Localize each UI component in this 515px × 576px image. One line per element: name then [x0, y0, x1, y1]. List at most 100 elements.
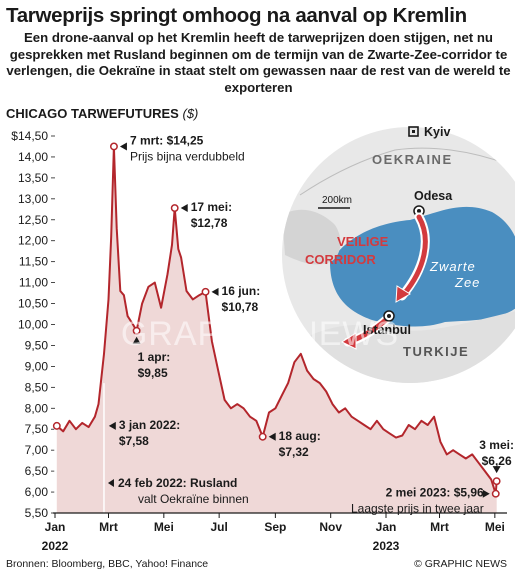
- y-axis: $14,50 14,00 13,50 13,00 12,50 12,00 11,50 11,0…: [11, 129, 48, 520]
- annotation-note: $9,85: [138, 366, 168, 380]
- annotations: 7 mrt: $14,25 Prijs bijna verdubbeld 17 me…: [52, 133, 514, 516]
- chart-title: CHICAGO TARWEFUTURES ($): [6, 106, 198, 121]
- black-sea-shape: [330, 206, 515, 327]
- annotation-pointer: [107, 479, 114, 487]
- credit: © GRAPHIC NEWS: [414, 558, 507, 570]
- annotation-dot: [258, 432, 267, 441]
- x-tick-year: 2022: [42, 539, 69, 553]
- annotation-dot: [492, 477, 501, 486]
- x-tick-label: Nov: [319, 520, 342, 534]
- map-city-odesa: Odesa: [414, 189, 453, 203]
- annotation-note: Prijs bijna verdubbeld: [130, 149, 245, 163]
- x-tick-label: Jul: [210, 520, 227, 534]
- annotation-dot: [491, 489, 500, 498]
- annotation-pointer: [268, 432, 276, 441]
- annotation-note: $7,58: [119, 434, 149, 448]
- y-gridlines: [51, 135, 55, 514]
- price-line: [56, 145, 498, 495]
- annotation-label: 18 aug:: [279, 429, 321, 443]
- x-tick-label: Mei: [485, 520, 505, 534]
- annotation-dot: [52, 421, 61, 430]
- annotation-pointer: [119, 142, 127, 151]
- kyiv-capital-icon: [408, 126, 419, 137]
- annotation-note: $12,78: [191, 216, 228, 230]
- y-tick-label: 6,00: [25, 485, 49, 499]
- map-corridor-label-1: VEILIGE: [337, 234, 389, 249]
- price-area: [56, 146, 497, 513]
- annotation-pointer: [211, 287, 219, 296]
- annotation-dot: [109, 142, 118, 151]
- annotation-label: 16 jun:: [222, 284, 261, 298]
- corridor-arrow-north-inner: [401, 214, 428, 297]
- event-guides: [54, 383, 105, 531]
- kyiv-capital-dot: [412, 130, 415, 133]
- annotation-note: valt Oekraïne binnen: [138, 492, 249, 506]
- y-tick-label: 8,00: [25, 401, 49, 415]
- annotation-note: Laagste prijs in twee jaar: [351, 502, 484, 516]
- y-tick-label: 13,50: [18, 171, 48, 185]
- annotation-pointer: [108, 421, 116, 430]
- y-tick-label: 9,00: [25, 359, 49, 373]
- corridor-arrowhead-west: [340, 332, 357, 350]
- annotation-label: 7 mrt: $14,25: [130, 133, 204, 147]
- annotation-dot: [132, 326, 141, 335]
- x-tick-label: Mei: [154, 520, 174, 534]
- x-tick-label: Mrt: [99, 520, 118, 534]
- map-sea-label-1: Zwarte: [429, 259, 476, 274]
- x-axis: Jan 2022 Mrt Mei Jul Sep Nov Jan 2023 Mrt Mei: [42, 512, 507, 553]
- annotation-label: 24 feb 2022: Rusland: [118, 476, 237, 490]
- annotation-pointer: [482, 489, 490, 498]
- istanbul-marker-dot: [387, 314, 391, 318]
- map-corridor-label-2: CORRIDOR: [305, 252, 376, 267]
- y-tick-label: 8,50: [25, 380, 49, 394]
- annotation-label: 2 mei 2023: $5,96: [386, 486, 484, 500]
- chart-unit: ($): [182, 106, 199, 121]
- y-tick-label: 10,50: [18, 297, 48, 311]
- map-city-kyiv: Kyiv: [424, 125, 450, 139]
- y-tick-label: 7,00: [25, 443, 49, 457]
- y-tick-label: 7,50: [25, 422, 49, 436]
- map-city-istanbul: Istanbul: [363, 323, 411, 337]
- y-tick-label: $14,50: [11, 129, 48, 143]
- annotation-dot: [170, 204, 179, 212]
- map-sea-label-2: Zee: [454, 275, 480, 290]
- x-tick-label: Jan: [376, 520, 397, 534]
- x-tick-label: Jan: [45, 520, 66, 534]
- annotation-note: $10,78: [222, 300, 259, 314]
- annotation-label: 17 mei:: [191, 200, 232, 214]
- annotation-pointer: [132, 336, 141, 344]
- y-tick-label: 10,00: [18, 318, 48, 332]
- y-tick-label: 12,50: [18, 213, 48, 227]
- headline: Tarweprijs springt omhoog na aanval op K…: [6, 4, 467, 27]
- annotation-label: 3 jan 2022:: [119, 418, 180, 432]
- watermark: GRAPHIC NEWS: [121, 315, 399, 353]
- ukraine-border: [299, 147, 511, 196]
- y-tick-label: 11,00: [19, 276, 48, 290]
- annotation-label: 3 mei:: [479, 438, 514, 452]
- x-tick-year: 2023: [373, 539, 400, 553]
- subtitle: Een drone-aanval op het Kremlin heeft de…: [6, 30, 511, 95]
- annotation-dot: [201, 287, 210, 296]
- y-tick-label: 11,50: [19, 255, 48, 269]
- map-country-turkey: TURKIJE: [403, 344, 469, 359]
- annotation-note: $7,32: [279, 445, 309, 459]
- annotation-note: $6,26: [482, 454, 512, 468]
- y-tick-label: 12,00: [18, 234, 48, 248]
- odesa-marker-dot: [417, 209, 421, 213]
- corridor-arrowhead-south: [395, 285, 411, 303]
- source-note: Bronnen: Bloomberg, BBC, Yahoo! Finance: [6, 558, 209, 570]
- chart-title-text: CHICAGO TARWEFUTURES: [6, 106, 179, 121]
- y-tick-label: 6,50: [25, 464, 49, 478]
- annotation-label: 1 apr:: [138, 350, 171, 364]
- y-tick-label: 5,50: [25, 506, 49, 520]
- x-tick-label: Mrt: [430, 520, 449, 534]
- x-tick-label: Sep: [264, 520, 286, 534]
- y-tick-label: 13,00: [18, 192, 48, 206]
- y-tick-label: 9,50: [25, 338, 49, 352]
- y-tick-label: 14,00: [18, 150, 48, 164]
- annotation-pointer: [492, 466, 501, 474]
- romania-land: [282, 209, 341, 265]
- map-country-ukraine: OEKRAINE: [372, 152, 453, 167]
